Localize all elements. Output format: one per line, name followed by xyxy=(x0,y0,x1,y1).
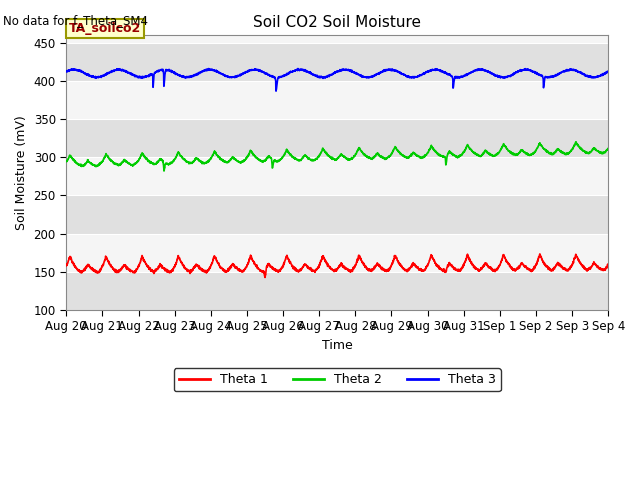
Bar xyxy=(66,36,608,43)
Text: No data for f_Theta_SM4: No data for f_Theta_SM4 xyxy=(3,14,148,27)
Bar xyxy=(66,119,608,157)
Bar xyxy=(66,81,608,119)
Bar xyxy=(66,43,608,81)
X-axis label: Time: Time xyxy=(322,339,353,352)
Bar xyxy=(66,272,608,310)
Legend: Theta 1, Theta 2, Theta 3: Theta 1, Theta 2, Theta 3 xyxy=(173,368,501,391)
Title: Soil CO2 Soil Moisture: Soil CO2 Soil Moisture xyxy=(253,15,421,30)
Bar xyxy=(66,195,608,234)
Bar xyxy=(66,157,608,195)
Y-axis label: Soil Moisture (mV): Soil Moisture (mV) xyxy=(15,115,28,230)
Text: TA_soilco2: TA_soilco2 xyxy=(69,23,141,36)
Bar xyxy=(66,234,608,272)
